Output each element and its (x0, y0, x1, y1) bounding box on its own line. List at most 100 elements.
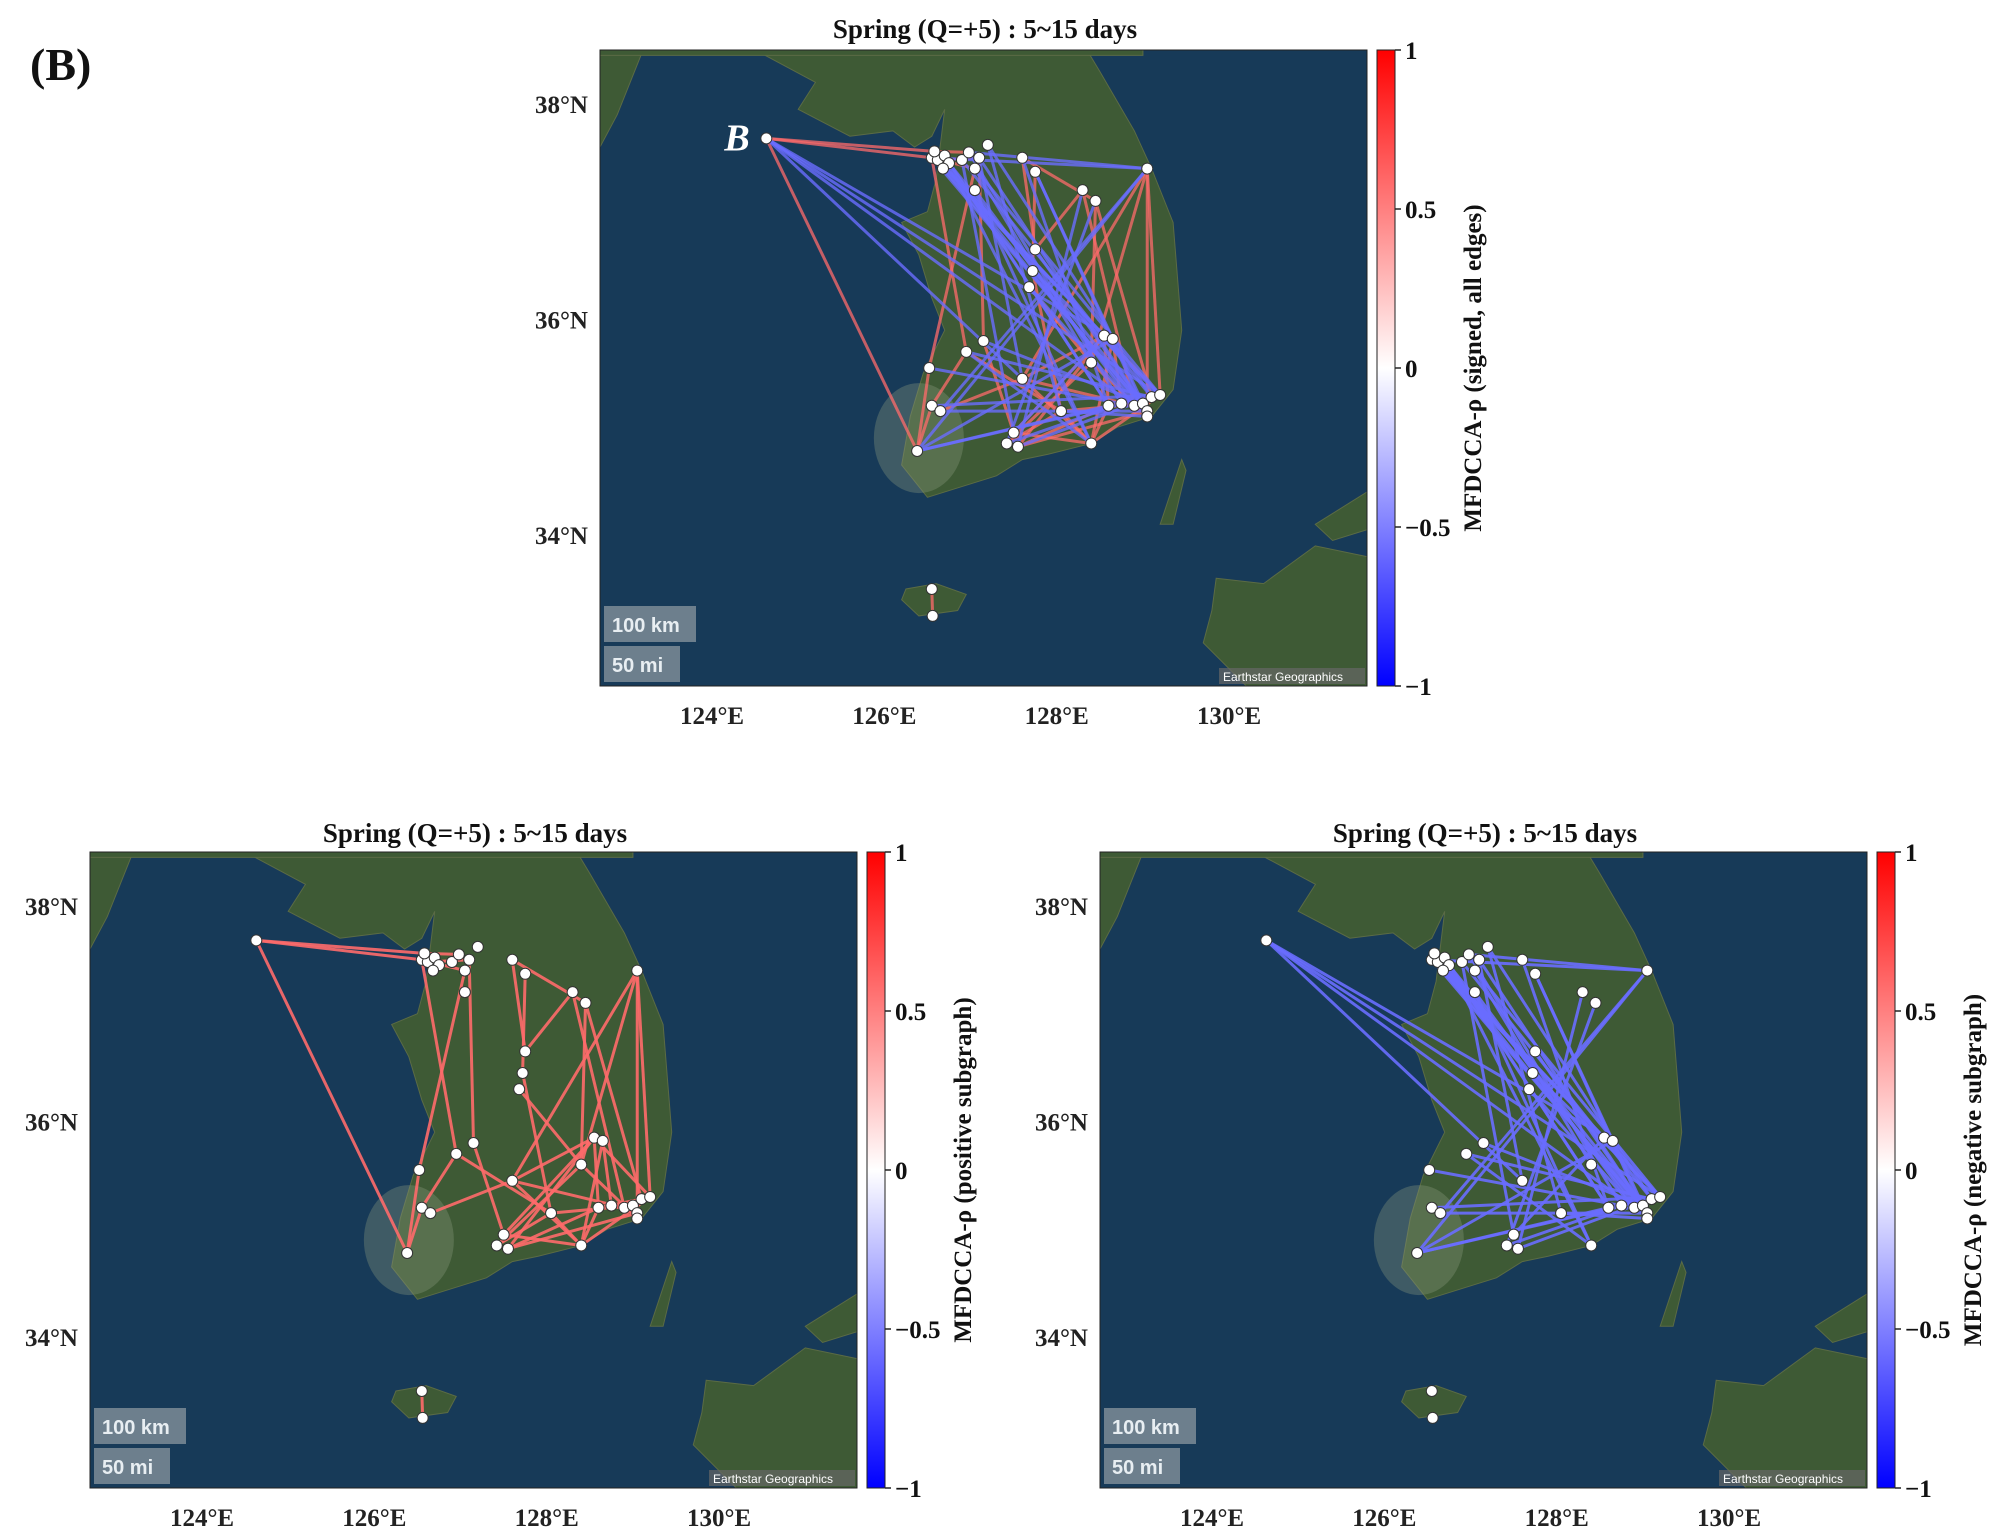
jeju-island (391, 1385, 457, 1419)
station-node (1523, 1083, 1536, 1096)
lat-tick-label: 34°N (1035, 1325, 1088, 1352)
map-frame (1099, 851, 1868, 1489)
jeju-island (1401, 1385, 1467, 1419)
station-node (1526, 1066, 1539, 1079)
network-edge (524, 991, 574, 1053)
station-node (501, 1242, 514, 1255)
network-edge (601, 1140, 613, 1206)
scale-bar-mi: 50 mi (102, 1457, 153, 1479)
station-node (1602, 1201, 1615, 1214)
network-edge (502, 1136, 596, 1236)
station-node (1154, 388, 1167, 401)
lon-tick-label: 124°E (680, 703, 744, 730)
station-node (1085, 356, 1098, 369)
network-edge (1145, 168, 1162, 396)
station-node (1029, 243, 1042, 256)
station-node (506, 953, 519, 966)
map-credit: Earthstar Geographics (1223, 670, 1343, 684)
network-edge (1431, 1195, 1661, 1210)
colorbar-tick-label: 0 (1405, 356, 1418, 383)
network-edge (986, 144, 1153, 398)
colorbar-tick-label: 0 (1905, 1158, 1918, 1185)
lat-tick-label: 38°N (535, 92, 588, 119)
scale-bar-km-box (94, 1408, 186, 1444)
tsushima-island (1159, 458, 1187, 525)
honshu-coast (1314, 491, 1367, 542)
network-edge (579, 1002, 588, 1165)
station-node (928, 145, 941, 158)
colorbar-tick-label: 0 (895, 1158, 908, 1185)
network-edge (941, 167, 1149, 413)
station-node (1468, 964, 1481, 977)
colorbar (866, 851, 886, 1489)
network-edge (1033, 248, 1149, 412)
station-node (1529, 1045, 1542, 1058)
station-node (506, 1174, 519, 1187)
station-node (1460, 1147, 1473, 1160)
station-node (981, 138, 994, 151)
colorbar-tick-label: 0.5 (1905, 999, 1936, 1026)
station-node (458, 986, 471, 999)
station-node (471, 940, 484, 953)
network-edge (1094, 200, 1153, 398)
station-node (960, 345, 973, 358)
station-node (1481, 940, 1494, 953)
station-node (968, 162, 981, 175)
station-node (1089, 194, 1102, 207)
station-node (1585, 1158, 1598, 1171)
north-shore (1100, 852, 1644, 858)
credit-box (1719, 1470, 1865, 1486)
network-edge (506, 1136, 596, 1250)
station-node (445, 955, 458, 968)
station-node (575, 1239, 588, 1252)
station-node (1016, 151, 1029, 164)
colorbar-tick-label: −1 (1405, 674, 1432, 701)
station-node (1076, 184, 1089, 197)
network-edge (417, 970, 467, 1171)
station-node (1102, 399, 1115, 412)
kyushu-island (692, 1347, 857, 1488)
network-edge (1482, 1141, 1644, 1207)
network-edge (455, 1152, 552, 1215)
station-node (1141, 410, 1154, 423)
station-node (250, 934, 263, 947)
lon-tick-label: 130°E (687, 1505, 751, 1532)
jeju-island (901, 583, 967, 617)
station-node (426, 964, 439, 977)
north-shore (90, 852, 634, 858)
kyushu-island (1202, 545, 1367, 686)
network-edge (1441, 969, 1649, 1215)
station-node (490, 1239, 503, 1252)
network-edge (1512, 1136, 1606, 1236)
station-node (497, 1228, 510, 1241)
station-node (1511, 1242, 1524, 1255)
credit-box (1219, 668, 1365, 684)
station-node (631, 964, 644, 977)
network-edge (579, 1207, 600, 1247)
station-node (1462, 948, 1475, 961)
colorbar-tick-label: 1 (1405, 38, 1418, 65)
network-edge (1465, 1152, 1593, 1247)
map-panel-negative: Spring (Q=+5) : 5~15 days 100 km 50 mi Ear… (1035, 818, 2000, 1538)
network-edge (977, 157, 1024, 380)
lon-tick-label: 130°E (1697, 1505, 1761, 1532)
honshu-coast (804, 1293, 857, 1344)
station-node (1507, 1228, 1520, 1241)
station-node (925, 582, 938, 595)
station-node (605, 1199, 618, 1212)
scale-bar-mi-box (604, 646, 680, 682)
network-edge (584, 1002, 643, 1200)
lon-tick-label: 128°E (1025, 703, 1089, 730)
station-node (1085, 437, 1098, 450)
station-node (1641, 964, 1654, 977)
edges (764, 136, 1162, 616)
scale-bar-mi-box (1104, 1448, 1180, 1484)
station-node (416, 1411, 429, 1424)
station-node (579, 996, 592, 1009)
lon-tick-label: 124°E (1180, 1505, 1244, 1532)
network-edge (931, 393, 1161, 408)
map-frame (599, 49, 1368, 687)
station-node (911, 445, 924, 458)
colorbar-label: MFDCCA-ρ (signed, all edges) (1460, 204, 1487, 531)
station-node (545, 1207, 558, 1220)
